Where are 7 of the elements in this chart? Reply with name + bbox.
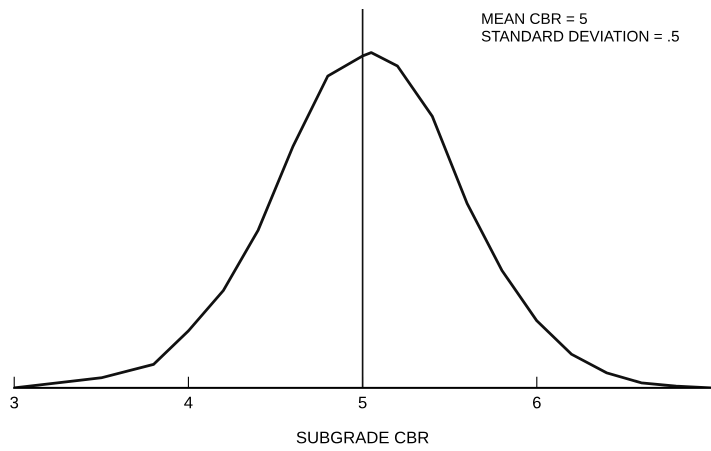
text: STANDARD DEVIATION = .5 xyxy=(482,30,679,42)
x-tick-label: 6 xyxy=(533,396,541,408)
text: MEAN CBR = 5 xyxy=(482,13,587,24)
x-axis-title: SUBGRADE CBR xyxy=(296,432,429,444)
x-tick-label: 3 xyxy=(10,396,18,408)
x-tick-label: 4 xyxy=(184,396,193,408)
x-tick-label: 5 xyxy=(358,396,367,408)
